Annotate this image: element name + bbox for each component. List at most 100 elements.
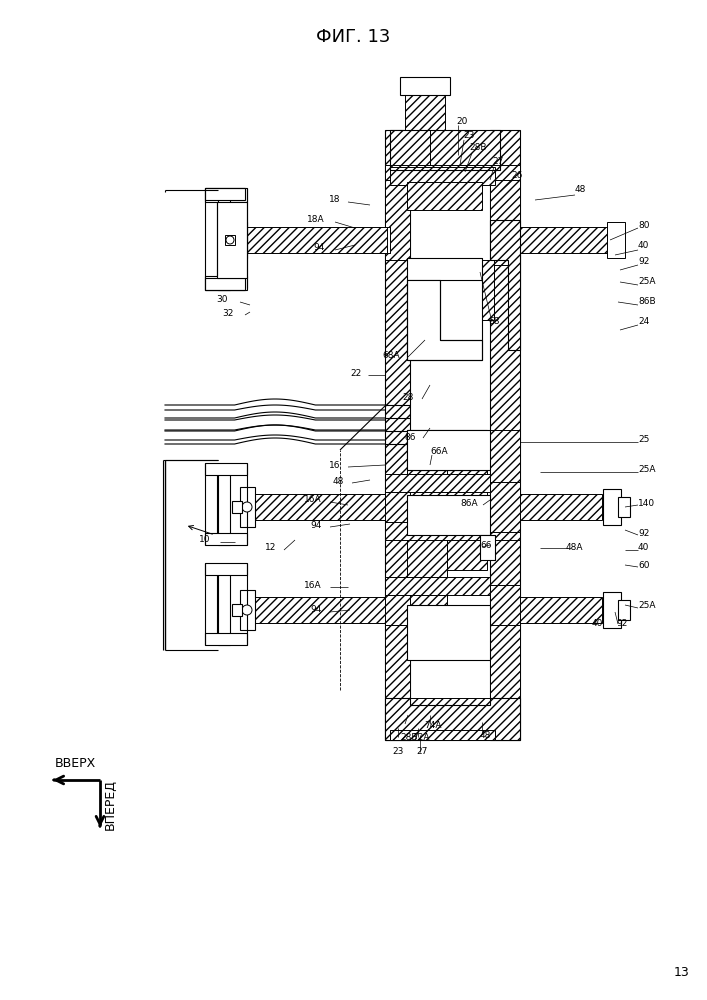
Text: 25A: 25A	[638, 601, 655, 610]
Bar	[430, 130, 500, 170]
Polygon shape	[407, 280, 482, 360]
Text: 20: 20	[456, 117, 467, 126]
Text: 16: 16	[329, 460, 340, 470]
Bar	[232, 501, 242, 513]
Text: 28B: 28B	[469, 143, 486, 152]
Text: 28: 28	[402, 393, 414, 402]
Text: 48: 48	[575, 186, 586, 194]
Circle shape	[242, 605, 252, 615]
Text: 60: 60	[638, 560, 650, 570]
Bar	[480, 535, 495, 560]
Bar	[240, 227, 390, 253]
Bar	[447, 465, 487, 570]
Text: 40: 40	[638, 544, 649, 552]
Bar	[603, 592, 621, 628]
Text: 48: 48	[332, 477, 344, 486]
Text: 27: 27	[416, 748, 427, 756]
Text: 40: 40	[638, 240, 649, 249]
Circle shape	[242, 502, 252, 512]
Bar	[250, 494, 388, 520]
Bar	[480, 535, 495, 560]
Bar	[410, 433, 487, 467]
Bar	[490, 625, 520, 700]
Bar	[603, 489, 621, 525]
Bar	[232, 222, 247, 258]
Bar	[482, 260, 494, 320]
Bar	[618, 600, 630, 620]
Bar	[407, 258, 482, 280]
Bar	[390, 167, 495, 185]
Text: 66A: 66A	[430, 448, 448, 456]
Bar	[385, 522, 490, 540]
Text: 94: 94	[310, 520, 322, 530]
Bar	[607, 222, 625, 258]
Text: 26: 26	[511, 172, 522, 180]
Bar	[410, 498, 487, 532]
Bar	[517, 597, 602, 623]
Bar	[618, 497, 630, 517]
Text: 86: 86	[404, 432, 416, 442]
Text: 94: 94	[310, 605, 322, 614]
Bar	[385, 130, 410, 740]
Text: 25A: 25A	[638, 276, 655, 286]
Text: 48: 48	[480, 730, 491, 740]
Text: 18: 18	[329, 196, 340, 205]
Bar	[400, 77, 450, 95]
Text: 16A: 16A	[305, 580, 322, 589]
Bar	[407, 465, 447, 620]
Bar	[410, 608, 487, 657]
Text: 68: 68	[488, 316, 500, 326]
Circle shape	[226, 236, 234, 244]
Text: ВВЕРХ: ВВЕРХ	[54, 757, 95, 770]
Bar	[205, 533, 247, 545]
Bar	[205, 276, 247, 290]
Text: 24: 24	[638, 316, 649, 326]
Text: 72A: 72A	[412, 734, 429, 742]
Text: 28B: 28B	[400, 734, 418, 742]
Bar	[490, 430, 520, 540]
Bar	[490, 585, 520, 635]
Bar	[218, 190, 230, 290]
Bar	[240, 487, 255, 527]
Bar	[205, 633, 247, 645]
Bar	[407, 495, 490, 535]
Text: 92: 92	[616, 618, 627, 628]
Bar	[407, 430, 487, 470]
Text: ВПЕРЕД: ВПЕРЕД	[103, 780, 117, 830]
Bar	[490, 180, 520, 265]
Bar	[385, 625, 410, 700]
Bar	[407, 605, 490, 660]
Bar	[250, 597, 388, 623]
Text: 68A: 68A	[382, 352, 400, 360]
Text: 94: 94	[314, 242, 325, 251]
Bar	[407, 430, 490, 470]
Text: 16A: 16A	[305, 495, 322, 504]
Text: 92: 92	[638, 528, 649, 538]
Bar	[205, 463, 247, 475]
Bar	[385, 482, 410, 532]
Bar	[387, 227, 390, 253]
Bar	[405, 95, 445, 130]
Bar	[385, 585, 410, 635]
Bar	[205, 278, 245, 290]
Bar	[390, 730, 495, 740]
Text: 32: 32	[223, 308, 234, 318]
Bar	[205, 188, 247, 202]
Bar	[385, 625, 490, 643]
Bar	[205, 563, 247, 575]
Text: ФИГ. 13: ФИГ. 13	[316, 28, 390, 46]
Bar	[385, 165, 520, 185]
Bar	[217, 202, 247, 278]
Bar	[407, 258, 482, 280]
Bar	[225, 235, 235, 245]
Text: 10: 10	[199, 536, 210, 544]
Text: 22: 22	[351, 369, 362, 378]
Text: 92: 92	[638, 257, 649, 266]
Text: 66: 66	[480, 540, 491, 550]
Text: 23: 23	[463, 130, 474, 139]
Polygon shape	[385, 698, 520, 740]
Bar	[385, 577, 490, 595]
Bar	[385, 474, 490, 492]
Text: 74A: 74A	[424, 720, 441, 730]
Text: 25: 25	[638, 436, 649, 444]
